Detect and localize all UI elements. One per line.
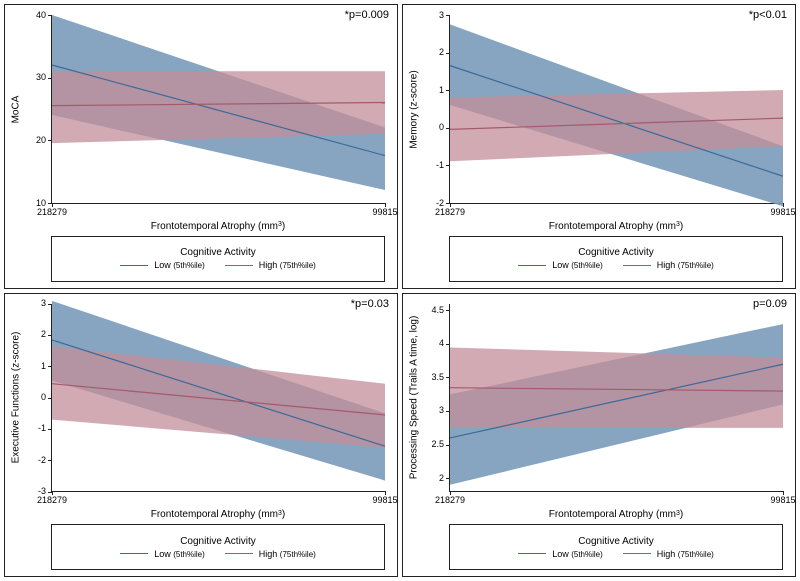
y-tick-label: -1: [436, 160, 444, 170]
y-tick-label: 0: [439, 122, 444, 132]
low-line-icon: [518, 265, 546, 266]
y-tick-label: 0: [41, 392, 46, 402]
chart-svg: [52, 15, 385, 203]
legend: Cognitive Activity Low (5th%ile) High (75t…: [51, 524, 385, 570]
p-value-annotation: p=0.09: [753, 298, 787, 310]
high-line-icon: [225, 265, 253, 266]
x-tick-label: 218279: [37, 207, 67, 217]
y-tick-label: 40: [36, 10, 46, 20]
y-tick-label: 30: [36, 72, 46, 82]
y-tick-label: 1: [41, 361, 46, 371]
x-axis-label: Frontotemporal Atrophy (mm3): [51, 221, 385, 232]
low-line-icon: [120, 553, 148, 554]
panel-moca: MoCA 1020304021827999815*p=0.009 Frontotem…: [4, 4, 398, 289]
y-tick-label: 2.5: [431, 439, 444, 449]
x-tick-label: 99815: [372, 495, 397, 505]
y-tick-label: 2: [41, 329, 46, 339]
y-tick-label: 4: [439, 338, 444, 348]
legend-item-low: Low (5th%ile): [518, 549, 603, 559]
legend-item-high: High (75th%ile): [623, 549, 714, 559]
high-line-icon: [623, 265, 651, 266]
legend-item-high: High (75th%ile): [225, 260, 316, 270]
p-value-annotation: *p<0.01: [749, 9, 787, 21]
p-value-annotation: *p=0.009: [345, 9, 389, 21]
y-tick-label: -1: [38, 423, 46, 433]
x-tick-label: 218279: [37, 495, 67, 505]
panel-procspeed: Processing Speed (Trails A time, log)22.…: [402, 293, 796, 578]
x-tick-label: 99815: [372, 207, 397, 217]
plot-area: -3-2-1012321827999815: [51, 304, 385, 493]
legend: Cognitive Activity Low (5th%ile) High (75t…: [51, 236, 385, 282]
legend-item-high: High (75th%ile): [623, 260, 714, 270]
legend-title: Cognitive Activity: [180, 536, 256, 547]
panel-memory: Memory (z-score) -2-1012321827999815*p<0.…: [402, 4, 796, 289]
y-axis-label: MoCA: [9, 15, 23, 204]
high-line-icon: [225, 553, 253, 554]
y-tick-label: 3: [439, 10, 444, 20]
y-tick-label: 2: [439, 473, 444, 483]
y-tick-label: 1: [439, 85, 444, 95]
y-tick-label: 3.5: [431, 372, 444, 382]
legend: Cognitive Activity Low (5th%ile) High (75t…: [449, 524, 783, 570]
legend-title: Cognitive Activity: [578, 536, 654, 547]
y-axis-label: Memory (z-score): [407, 15, 421, 204]
y-tick-label: 20: [36, 135, 46, 145]
legend-item-high: High (75th%ile): [225, 549, 316, 559]
chart-svg: [450, 304, 783, 492]
x-tick-label: 218279: [435, 495, 465, 505]
figure-grid: MoCA1020304021827999815*p=0.009Frontotem…: [0, 0, 800, 581]
y-tick-label: 4.5: [431, 305, 444, 315]
plot-area: -2-1012321827999815: [449, 15, 783, 204]
y-tick-label: 3: [41, 298, 46, 308]
x-axis-label: Frontotemporal Atrophy (mm3): [51, 509, 385, 520]
high-line-icon: [623, 553, 651, 554]
y-axis-label: Executive Functions (z-score): [9, 304, 23, 493]
x-axis-label: Frontotemporal Atrophy (mm3): [449, 509, 783, 520]
panel-exec: Executive Functions (z-score) -3-2-101232…: [4, 293, 398, 578]
x-tick-label: 99815: [770, 495, 795, 505]
y-tick-label: 2: [439, 47, 444, 57]
low-line-icon: [120, 265, 148, 266]
p-value-annotation: *p=0.03: [351, 298, 389, 310]
chart-svg: [450, 15, 783, 203]
y-axis-label: Processing Speed (Trails A time, log): [407, 304, 421, 493]
y-tick-label: 3: [439, 405, 444, 415]
ci-band-high: [52, 71, 385, 143]
legend-title: Cognitive Activity: [180, 247, 256, 258]
x-tick-label: 218279: [435, 207, 465, 217]
plot-area: 1020304021827999815: [51, 15, 385, 204]
x-tick-label: 99815: [770, 207, 795, 217]
low-line-icon: [518, 553, 546, 554]
chart-svg: [52, 304, 385, 492]
plot-area: 22.533.544.521827999815: [449, 304, 783, 493]
legend-item-low: Low (5th%ile): [120, 549, 205, 559]
x-axis-label: Frontotemporal Atrophy (mm3): [449, 221, 783, 232]
legend-item-low: Low (5th%ile): [518, 260, 603, 270]
legend-item-low: Low (5th%ile): [120, 260, 205, 270]
y-tick-label: -2: [38, 455, 46, 465]
legend: Cognitive Activity Low (5th%ile) High (75t…: [449, 236, 783, 282]
legend-title: Cognitive Activity: [578, 247, 654, 258]
